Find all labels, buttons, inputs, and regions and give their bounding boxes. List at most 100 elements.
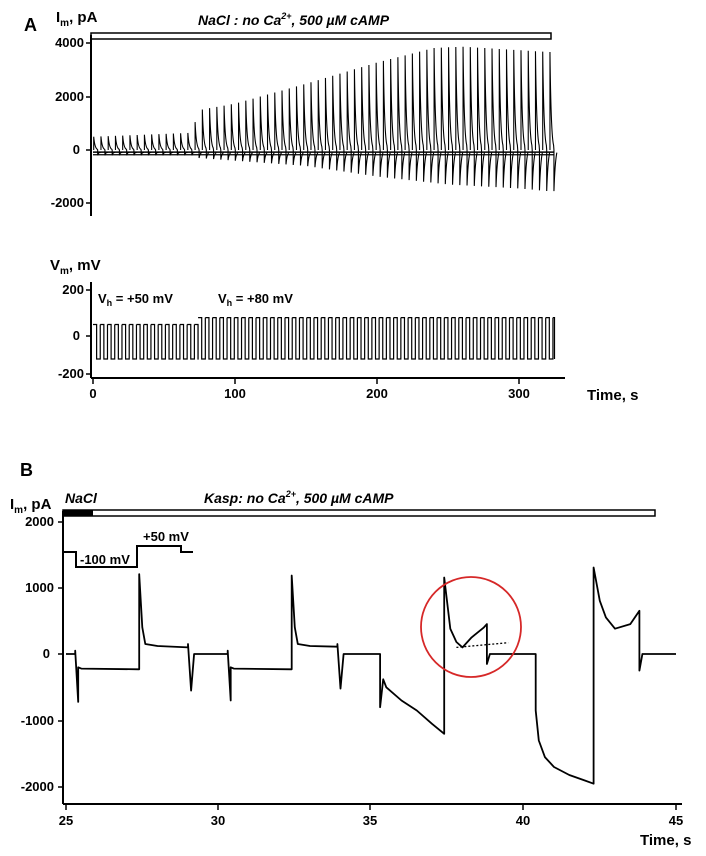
ytick-label: 2000 [55, 89, 84, 104]
current-pulse [534, 51, 543, 191]
panel-b-letter: B [20, 460, 33, 480]
panel-a-current-trace [93, 46, 558, 192]
panel-a: A Im, pA NaCl : no Ca2+, 500 µM cAMP 400… [24, 9, 638, 404]
current-pulse [303, 84, 312, 167]
current-pulse [426, 49, 435, 183]
panel-b-ylabel: Im, pA [10, 496, 52, 516]
ytick-label: 1000 [25, 580, 54, 595]
current-pulse [346, 71, 355, 173]
current-pulse [317, 80, 326, 169]
panel-b-nacl-label: NaCl [65, 490, 98, 506]
xtick-label: 45 [669, 813, 683, 828]
panel-b-current-trace [66, 566, 676, 785]
current-pulse [549, 51, 558, 192]
ytick-label: -200 [58, 366, 84, 381]
current-pulse [375, 62, 384, 177]
current-pulse [187, 132, 196, 156]
ytick-label: -1000 [21, 713, 54, 728]
ytick-label: -2000 [51, 195, 84, 210]
current-pulse [469, 47, 478, 186]
current-pulse [266, 94, 275, 164]
current-pulse [382, 60, 391, 178]
current-pulse [288, 88, 297, 166]
current-pulse [151, 134, 159, 156]
current-pulse [324, 77, 333, 170]
current-pulse [122, 135, 130, 156]
panel-b-xlabel: Time, s [640, 832, 691, 849]
current-pulse [527, 50, 536, 190]
ytick-label: 4000 [55, 35, 84, 50]
panel-b-yticks: 2000 1000 0 -1000 -2000 [21, 514, 63, 794]
current-pulse [238, 102, 246, 162]
ytick-label: -2000 [21, 779, 54, 794]
current-pulse [194, 122, 203, 159]
panel-a-title: NaCl : no Ca2+, 500 µM cAMP [198, 11, 390, 28]
current-pulse [419, 51, 428, 182]
current-pulse [310, 82, 319, 168]
panel-b-highlight-circle [420, 576, 522, 678]
current-pulse [513, 49, 522, 189]
xtick-label: 0 [89, 386, 96, 401]
xtick-label: 30 [211, 813, 225, 828]
panel-a-letter: A [24, 15, 37, 35]
current-pulse [281, 90, 290, 165]
xtick-label: 35 [363, 813, 377, 828]
current-pulse [332, 75, 341, 171]
current-pulse [448, 47, 456, 185]
panel-b-protocol-label-neg: -100 mV [80, 552, 130, 567]
voltage-pulse-train [93, 323, 199, 360]
current-pulse [505, 49, 514, 188]
current-pulse [180, 133, 188, 156]
panel-b-dotted-extrapolation [456, 642, 509, 649]
current-pulse [136, 134, 145, 156]
xtick-label: 100 [224, 386, 246, 401]
current-pulse [165, 133, 174, 156]
current-pulse [209, 108, 217, 160]
ytick-label: 0 [73, 142, 80, 157]
current-pulse [295, 86, 304, 166]
panel-b-protocol-label-pos: +50 mV [143, 529, 189, 544]
current-pulse [223, 105, 232, 161]
panel-b-title: Kasp: no Ca2+, 500 µM cAMP [204, 489, 394, 506]
current-pulse [259, 96, 268, 163]
current-pulse [397, 57, 406, 180]
panel-a-vh-label-1: Vh = +50 mV [98, 291, 173, 308]
current-pulse [274, 92, 283, 164]
current-pulse [390, 59, 399, 179]
ytick-label: 0 [73, 328, 80, 343]
current-pulse [411, 53, 420, 181]
ytick-label: 0 [43, 646, 50, 661]
current-pulse [455, 46, 464, 186]
panel-b-voltage-protocol [63, 545, 193, 568]
current-pulse [433, 47, 442, 184]
current-pulse [353, 69, 362, 174]
panel-a-xticks: 0 100 200 300 [89, 378, 530, 401]
panel-a-ylabel-current: Im, pA [56, 9, 98, 29]
xtick-label: 200 [366, 386, 388, 401]
panel-a-vh-label-2: Vh = +80 mV [218, 291, 293, 308]
current-pulse [498, 48, 507, 188]
current-pulse [129, 135, 138, 156]
panel-a-current-yticks: 4000 2000 0 -2000 [51, 35, 91, 210]
current-pulse [361, 67, 370, 175]
panel-b-nacl-bar [63, 510, 93, 516]
ytick-label: 200 [62, 282, 84, 297]
xtick-label: 40 [516, 813, 530, 828]
current-pulse [462, 46, 471, 186]
current-pulse [216, 106, 224, 160]
panel-a-solution-bar [90, 32, 552, 40]
xtick-label: 300 [508, 386, 530, 401]
current-pulse [484, 48, 493, 187]
ytick-label: 2000 [25, 514, 54, 529]
current-pulse [143, 134, 152, 156]
current-pulse [491, 48, 500, 188]
panel-b: B Im, pA NaCl Kasp: no Ca2+, 500 µM cAMP… [10, 460, 691, 849]
current-pulse [201, 109, 210, 159]
current-pulse [158, 134, 167, 156]
current-pulse [440, 47, 449, 185]
current-pulse [368, 64, 377, 176]
current-pulse [114, 135, 123, 156]
current-pulse [520, 50, 529, 190]
panel-a-ylabel-voltage: Vm, mV [50, 257, 101, 277]
xtick-label: 25 [59, 813, 73, 828]
